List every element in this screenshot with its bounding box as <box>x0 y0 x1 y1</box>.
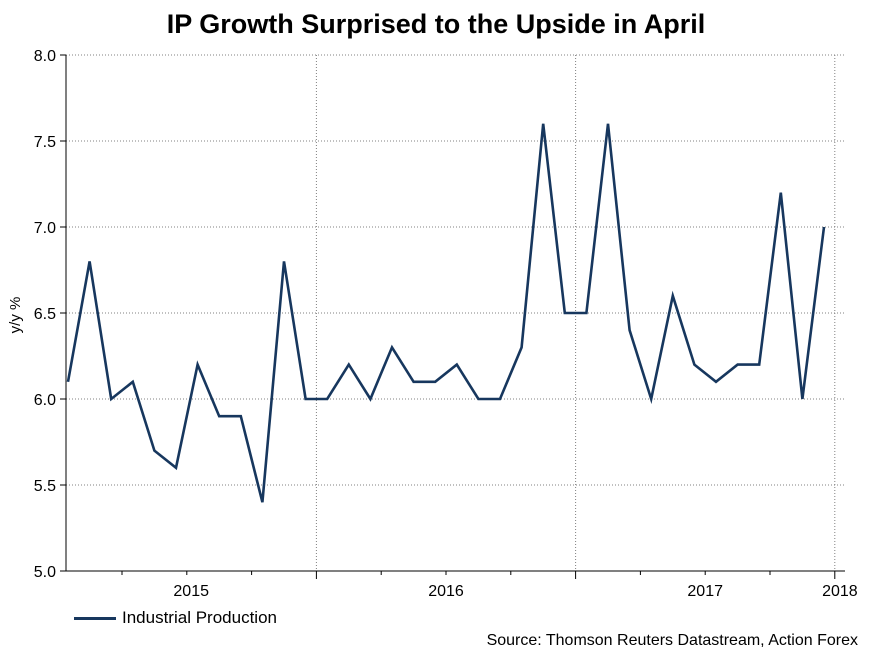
x-tick-label: 2017 <box>687 583 723 600</box>
source-note: Source: Thomson Reuters Datastream, Acti… <box>486 632 858 649</box>
x-tick-label: 2015 <box>173 583 209 600</box>
x-tick-label: 2018 <box>822 583 858 600</box>
y-tick-label: 6.5 <box>34 306 56 323</box>
y-tick-label: 8.0 <box>34 48 56 65</box>
grid-layer <box>66 54 845 571</box>
y-tick-label: 5.5 <box>34 478 56 495</box>
legend-label: Industrial Production <box>122 608 277 627</box>
legend: Industrial Production <box>74 606 277 630</box>
x-tick-label: 2016 <box>428 583 464 600</box>
y-axis-title: y/y % <box>7 297 24 334</box>
axis-layer: 5.0 5.5 6.0 6.5 7.0 7.5 8.0 2015 2016 2017 2018 <box>34 48 858 600</box>
series-line-industrial-production <box>66 123 826 503</box>
y-tick-label: 7.5 <box>34 134 56 151</box>
series-layer <box>66 123 826 503</box>
chart-title: IP Growth Surprised to the Upside in Apr… <box>166 9 706 39</box>
y-tick-label: 5.0 <box>34 564 56 581</box>
y-tick-label: 7.0 <box>34 220 56 237</box>
y-tick-label: 6.0 <box>34 392 56 409</box>
legend-swatch <box>74 616 116 620</box>
